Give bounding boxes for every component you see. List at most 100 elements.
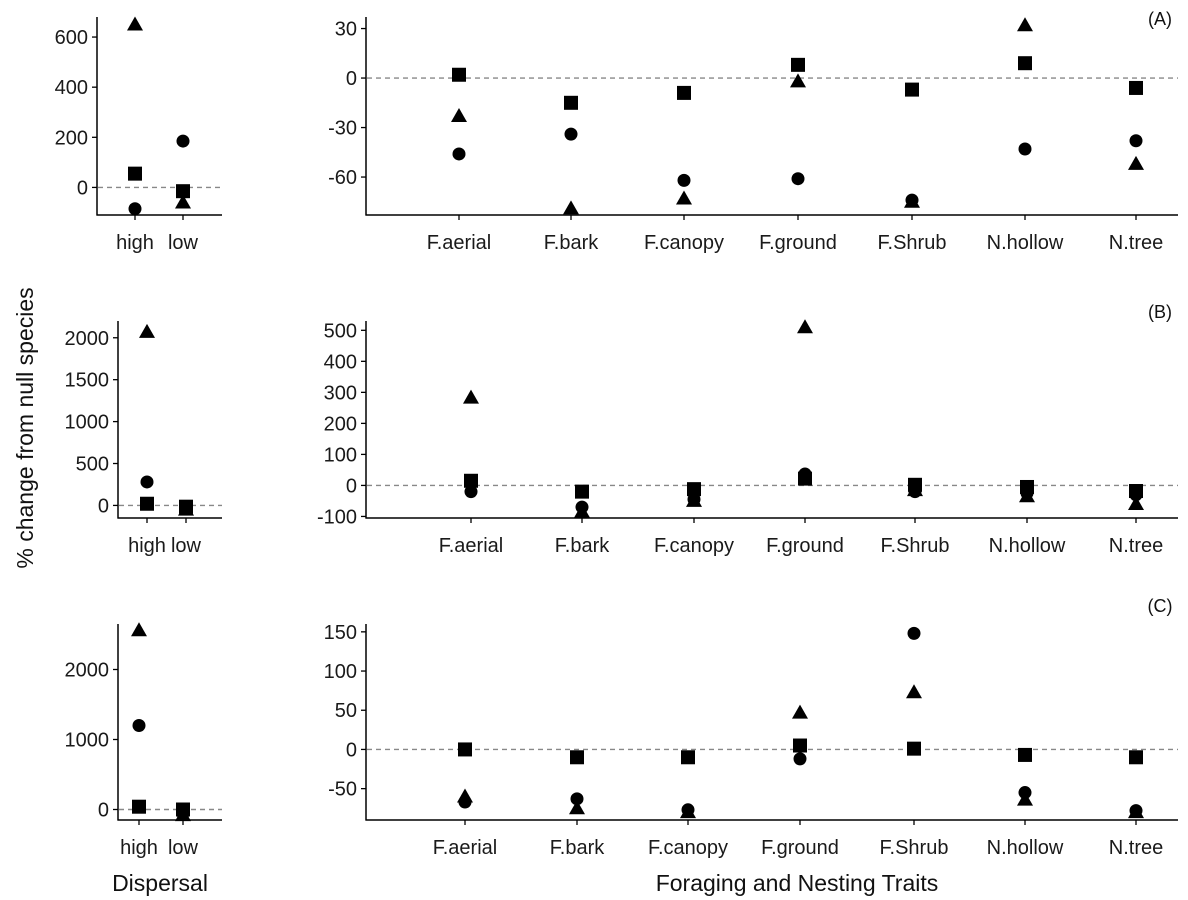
data-point-circle	[132, 719, 146, 732]
data-point-square	[575, 484, 589, 499]
y-tick-label: -50	[328, 779, 357, 801]
data-point-circle	[452, 147, 466, 161]
data-point-circle	[907, 626, 921, 640]
x-tick-label: N.hollow	[989, 535, 1066, 557]
x-tick-label: N.tree	[1109, 837, 1163, 859]
y-tick-label: 500	[324, 320, 357, 342]
y-tick-label: 30	[335, 19, 357, 41]
data-point-circle	[1129, 134, 1143, 148]
panel-a-right: -60 -30 0 30 F.aerial F.bark F.canopy F.ground F…	[328, 9, 1178, 254]
x-tick-label: F.bark	[555, 535, 610, 557]
y-tick-label: 1000	[65, 412, 110, 434]
x-tick-label: F.canopy	[648, 837, 728, 859]
panel-tag: (B)	[1148, 302, 1172, 322]
y-tick-label: -100	[317, 506, 357, 528]
data-point-square	[793, 738, 807, 753]
x-tick-label: F.bark	[550, 837, 605, 859]
panel-c-right: -50 0 50 100 150 F.aerial F.bark F.canopy F.grou…	[324, 596, 1178, 859]
x-tick-label: high	[120, 837, 158, 859]
x-tick-label: high	[116, 232, 154, 254]
y-tick-label: 200	[55, 127, 88, 149]
panel-tag: (C)	[1148, 596, 1173, 616]
data-point-circle	[458, 795, 472, 809]
panel-c-left: 0 1000 2000 high low	[65, 622, 222, 859]
data-point-triangle	[451, 108, 467, 122]
data-point-circle	[575, 500, 589, 514]
x-tick-label: F.ground	[759, 232, 837, 254]
y-tick-label: -30	[328, 118, 357, 140]
y-tick-label: 600	[55, 27, 88, 49]
x-tick-label: low	[168, 232, 199, 254]
data-point-triangle	[127, 16, 143, 31]
y-tick-label: 200	[324, 413, 357, 435]
data-point-square	[564, 95, 578, 110]
y-tick-label: 300	[324, 382, 357, 404]
y-tick-label: 2000	[65, 328, 110, 350]
x-tick-label: N.hollow	[987, 232, 1064, 254]
data-point-circle	[1129, 804, 1143, 818]
data-point-square	[458, 742, 472, 757]
data-point-circle	[908, 485, 922, 499]
y-tick-label: 0	[346, 475, 357, 497]
x-tick-label: F.ground	[766, 535, 844, 557]
x-tick-label: F.Shrub	[878, 232, 947, 254]
y-axis-title: % change from null species	[12, 287, 38, 568]
data-point-triangle	[676, 190, 692, 205]
data-point-triangle	[797, 319, 813, 334]
y-tick-label: 1000	[65, 730, 110, 752]
x-axis-title-traits: Foraging and Nesting Traits	[656, 870, 939, 896]
data-point-circle	[176, 134, 190, 148]
y-tick-label: 0	[98, 495, 109, 517]
x-tick-label: F.canopy	[644, 232, 724, 254]
x-tick-label: high	[128, 535, 166, 557]
data-point-triangle	[175, 194, 191, 209]
x-tick-label: F.canopy	[654, 535, 734, 557]
y-tick-label: 0	[346, 68, 357, 90]
y-tick-label: 50	[335, 700, 357, 722]
data-point-square	[681, 750, 695, 765]
data-point-triangle	[563, 200, 579, 215]
data-point-circle	[1018, 786, 1032, 800]
data-point-circle	[798, 467, 812, 481]
y-tick-label: 400	[55, 77, 88, 99]
panel-tag: (A)	[1148, 9, 1172, 29]
data-point-square	[687, 482, 701, 497]
panel-b-right: -100 0 100 200 300 400 500 F.aerial F.bark F.cano…	[317, 302, 1178, 557]
y-tick-label: 100	[324, 661, 357, 683]
data-point-square	[791, 57, 805, 72]
data-point-triangle	[906, 684, 922, 699]
panel-b-left: 0 500 1000 1500 2000 high low	[65, 321, 222, 557]
y-tick-label: 0	[98, 800, 109, 822]
x-axis-title-dispersal: Dispersal	[112, 870, 208, 896]
x-tick-label: F.ground	[761, 837, 839, 859]
data-point-square	[905, 82, 919, 97]
x-tick-label: low	[171, 535, 202, 557]
y-tick-label: 400	[324, 351, 357, 373]
data-point-circle	[179, 502, 193, 516]
data-point-square	[132, 799, 146, 814]
data-point-square	[140, 496, 154, 511]
data-point-circle	[570, 792, 584, 806]
x-tick-label: N.tree	[1109, 535, 1163, 557]
x-tick-label: low	[168, 837, 199, 859]
x-tick-label: N.tree	[1109, 232, 1163, 254]
x-tick-label: F.Shrub	[880, 837, 949, 859]
data-point-triangle	[463, 389, 479, 404]
data-point-square	[1129, 750, 1143, 765]
data-point-triangle	[569, 800, 585, 815]
data-point-circle	[681, 803, 695, 817]
panel-a-left: 0 200 400 600 high low	[55, 16, 222, 254]
y-tick-label: 2000	[65, 660, 110, 682]
y-tick-label: 1500	[65, 370, 110, 392]
data-point-square	[176, 184, 190, 199]
data-point-circle	[791, 172, 805, 186]
data-point-circle	[905, 193, 919, 207]
data-point-circle	[1020, 486, 1034, 500]
data-point-circle	[687, 492, 701, 506]
y-tick-label: 150	[324, 622, 357, 644]
y-tick-label: 500	[76, 454, 109, 476]
x-tick-label: F.aerial	[427, 232, 491, 254]
data-point-square	[677, 85, 691, 100]
data-point-triangle	[139, 323, 155, 338]
data-point-circle	[564, 127, 578, 141]
